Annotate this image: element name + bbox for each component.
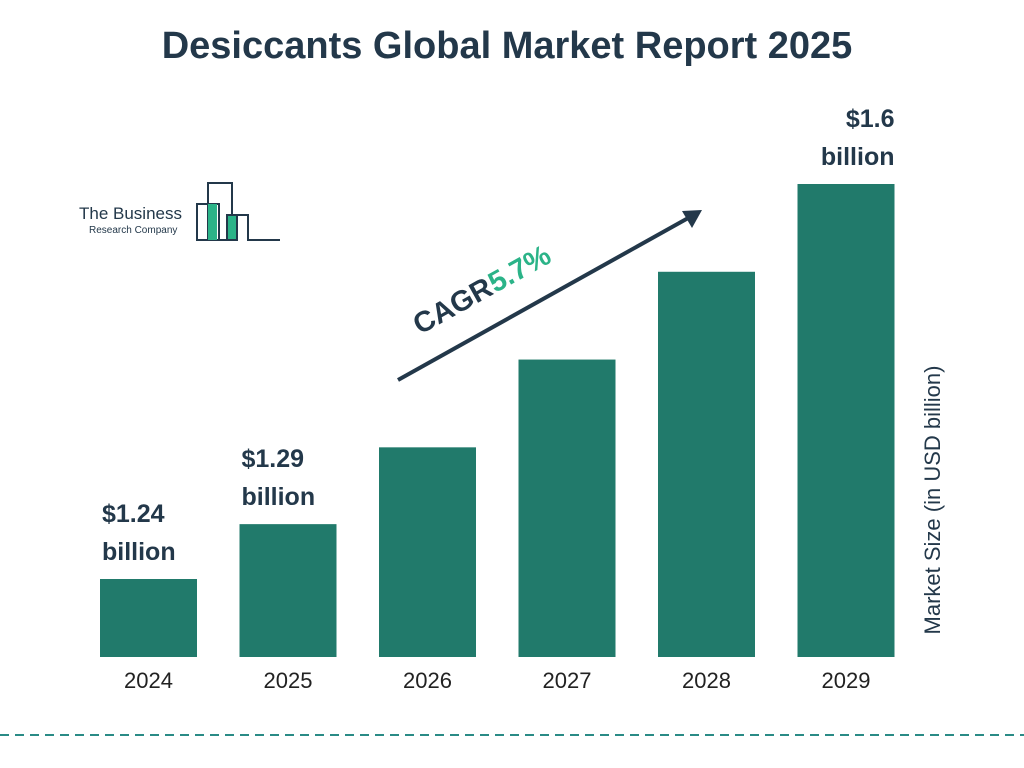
bar — [100, 579, 197, 657]
logo-shape — [237, 214, 280, 241]
y-axis-label: Market Size (in USD billion) — [920, 366, 945, 635]
x-tick-label: 2029 — [822, 668, 871, 693]
bar — [518, 359, 616, 657]
bar — [379, 447, 476, 657]
logo: The Business Research Company — [79, 182, 280, 241]
value-label: $1.24 billion — [102, 500, 176, 566]
cagr-annotation: CAGR 5.7% — [408, 239, 557, 341]
logo-shape — [226, 214, 238, 241]
cagr-arrow — [397, 215, 691, 382]
x-tick-label: 2026 — [403, 668, 452, 693]
bar — [797, 184, 895, 657]
x-tick-label: 2027 — [543, 668, 592, 693]
x-tick-label: 2028 — [682, 668, 731, 693]
cagr-value: 5.7% — [483, 239, 557, 299]
cagr-arrowhead — [682, 210, 702, 228]
chart-title: Desiccants Global Market Report 2025 — [162, 25, 853, 67]
value-label: $1.29 billion — [241, 445, 316, 512]
value-label: $1.6 billion — [820, 105, 895, 171]
bar — [658, 271, 755, 657]
x-tick-label: 2024 — [124, 668, 173, 693]
logo-text: Research Company — [89, 225, 177, 236]
x-tick-label: 2025 — [264, 668, 313, 693]
bar — [239, 524, 337, 657]
logo-shape — [208, 204, 217, 240]
logo-text: The Business — [79, 204, 182, 223]
